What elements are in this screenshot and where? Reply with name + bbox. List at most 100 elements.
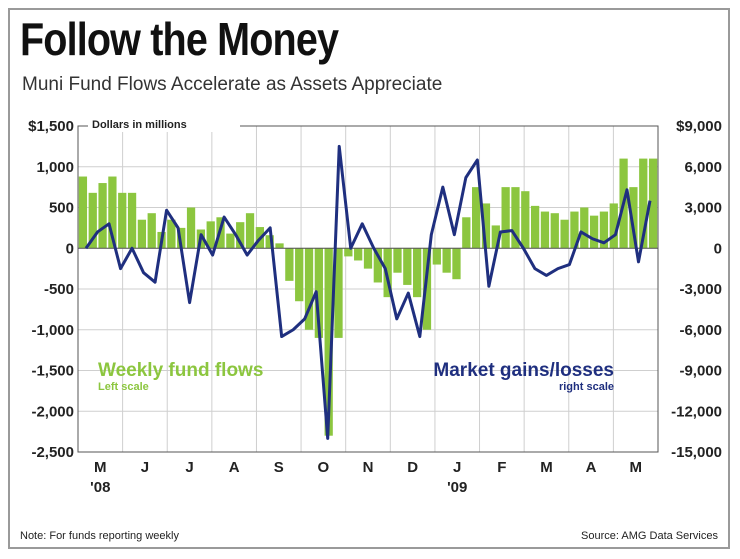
bar <box>521 191 530 249</box>
x-tick-label: A <box>586 459 597 476</box>
x-tick-label: M <box>540 459 553 476</box>
bar <box>432 248 441 265</box>
bar <box>98 183 107 249</box>
bar <box>639 158 648 249</box>
bar <box>147 213 156 249</box>
right-tick-label: -6,000 <box>679 322 722 339</box>
grid <box>77 125 659 453</box>
bar <box>265 235 274 249</box>
bar <box>108 176 117 249</box>
bar <box>236 222 245 249</box>
x-tick-label: A <box>229 459 240 476</box>
plot-border <box>77 125 659 453</box>
bar <box>167 219 176 249</box>
bar <box>118 192 127 249</box>
left-axis: $1,500 1,000 500 0 -500 -1,000 -1,500 -2,000 -2,… <box>28 118 74 461</box>
left-tick-label: -2,000 <box>31 403 74 420</box>
bar <box>589 215 599 249</box>
left-tick-label: 0 <box>66 240 74 257</box>
x-tick-label: M <box>629 459 642 476</box>
x-tick-label: J <box>185 459 193 476</box>
bar <box>363 248 373 269</box>
bar <box>206 221 215 249</box>
bar <box>501 187 510 249</box>
x-tick-label: J <box>141 459 149 476</box>
bar <box>442 248 451 273</box>
right-tick-label: 6,000 <box>684 159 722 176</box>
bar <box>177 227 186 249</box>
bar <box>403 248 412 285</box>
bar <box>393 248 402 273</box>
bar <box>127 192 137 249</box>
right-axis: $9,000 6,000 3,000 0 -3,000 -6,000 -9,000 -12,0… <box>671 118 722 461</box>
x-tick-label: N <box>363 459 374 476</box>
bar <box>88 192 97 249</box>
bar <box>226 233 235 249</box>
x-tick-label: F <box>497 459 506 476</box>
bar <box>275 243 284 249</box>
bar <box>511 187 520 249</box>
bar <box>314 248 323 338</box>
bar <box>324 248 333 436</box>
bar <box>481 203 491 249</box>
x-tick-label: O <box>318 459 330 476</box>
page-title: Follow the Money <box>20 13 339 65</box>
page-subtitle: Muni Fund Flows Accelerate as Assets App… <box>22 74 443 95</box>
x-tick-label: J <box>453 459 461 476</box>
bar <box>530 205 540 249</box>
source-credit: Source: AMG Data Services <box>581 530 718 542</box>
left-tick-label: -1,000 <box>31 322 74 339</box>
bar <box>648 158 658 249</box>
bar <box>422 248 432 330</box>
bar <box>599 211 609 249</box>
bar <box>344 248 353 257</box>
right-tick-label: -15,000 <box>671 444 722 461</box>
x-tick-label: S <box>274 459 284 476</box>
x-tick-label: D <box>407 459 418 476</box>
right-tick-label: 0 <box>714 240 722 257</box>
left-tick-label: 1,000 <box>36 159 74 176</box>
left-tick-label: $1,500 <box>28 118 74 135</box>
unit-label: Dollars in millions <box>92 119 187 131</box>
bar <box>186 207 196 249</box>
legend-fund-flows: Weekly fund flows <box>98 360 263 381</box>
bar <box>540 211 550 249</box>
bar <box>137 219 147 249</box>
bar <box>78 176 88 249</box>
legend-fund-flows-scale: Left scale <box>98 381 149 393</box>
legend-market-gains-scale: right scale <box>559 381 614 393</box>
chart-frame <box>8 8 730 549</box>
line-series-market-gains-losses <box>84 144 652 440</box>
footnote: Note: For funds reporting weekly <box>20 530 179 542</box>
bar <box>462 217 471 249</box>
bar <box>609 203 618 249</box>
left-tick-label: -500 <box>44 281 74 298</box>
bar <box>452 248 461 280</box>
bar <box>570 211 579 249</box>
bar <box>354 248 363 261</box>
x-year-label: '08 <box>90 479 110 496</box>
bar <box>295 248 304 302</box>
bar <box>285 248 294 281</box>
unit-label-background <box>88 118 240 132</box>
x-year-label: '09 <box>447 479 467 496</box>
bar-series-weekly-fund-flows <box>78 158 658 436</box>
left-tick-label: -2,500 <box>31 444 74 461</box>
left-tick-label: -1,500 <box>31 363 74 380</box>
right-tick-label: -9,000 <box>679 363 722 380</box>
bar <box>580 207 589 249</box>
right-tick-label: -3,000 <box>679 281 722 298</box>
bar <box>491 225 500 249</box>
right-tick-label: -12,000 <box>671 403 722 420</box>
bar <box>245 213 255 249</box>
bar <box>413 248 422 298</box>
bar <box>304 248 314 330</box>
bar <box>629 187 638 249</box>
x-tick-label: M <box>94 459 107 476</box>
bar <box>373 248 382 283</box>
bar <box>550 213 559 249</box>
left-tick-label: 500 <box>49 200 74 217</box>
bar <box>472 187 481 249</box>
